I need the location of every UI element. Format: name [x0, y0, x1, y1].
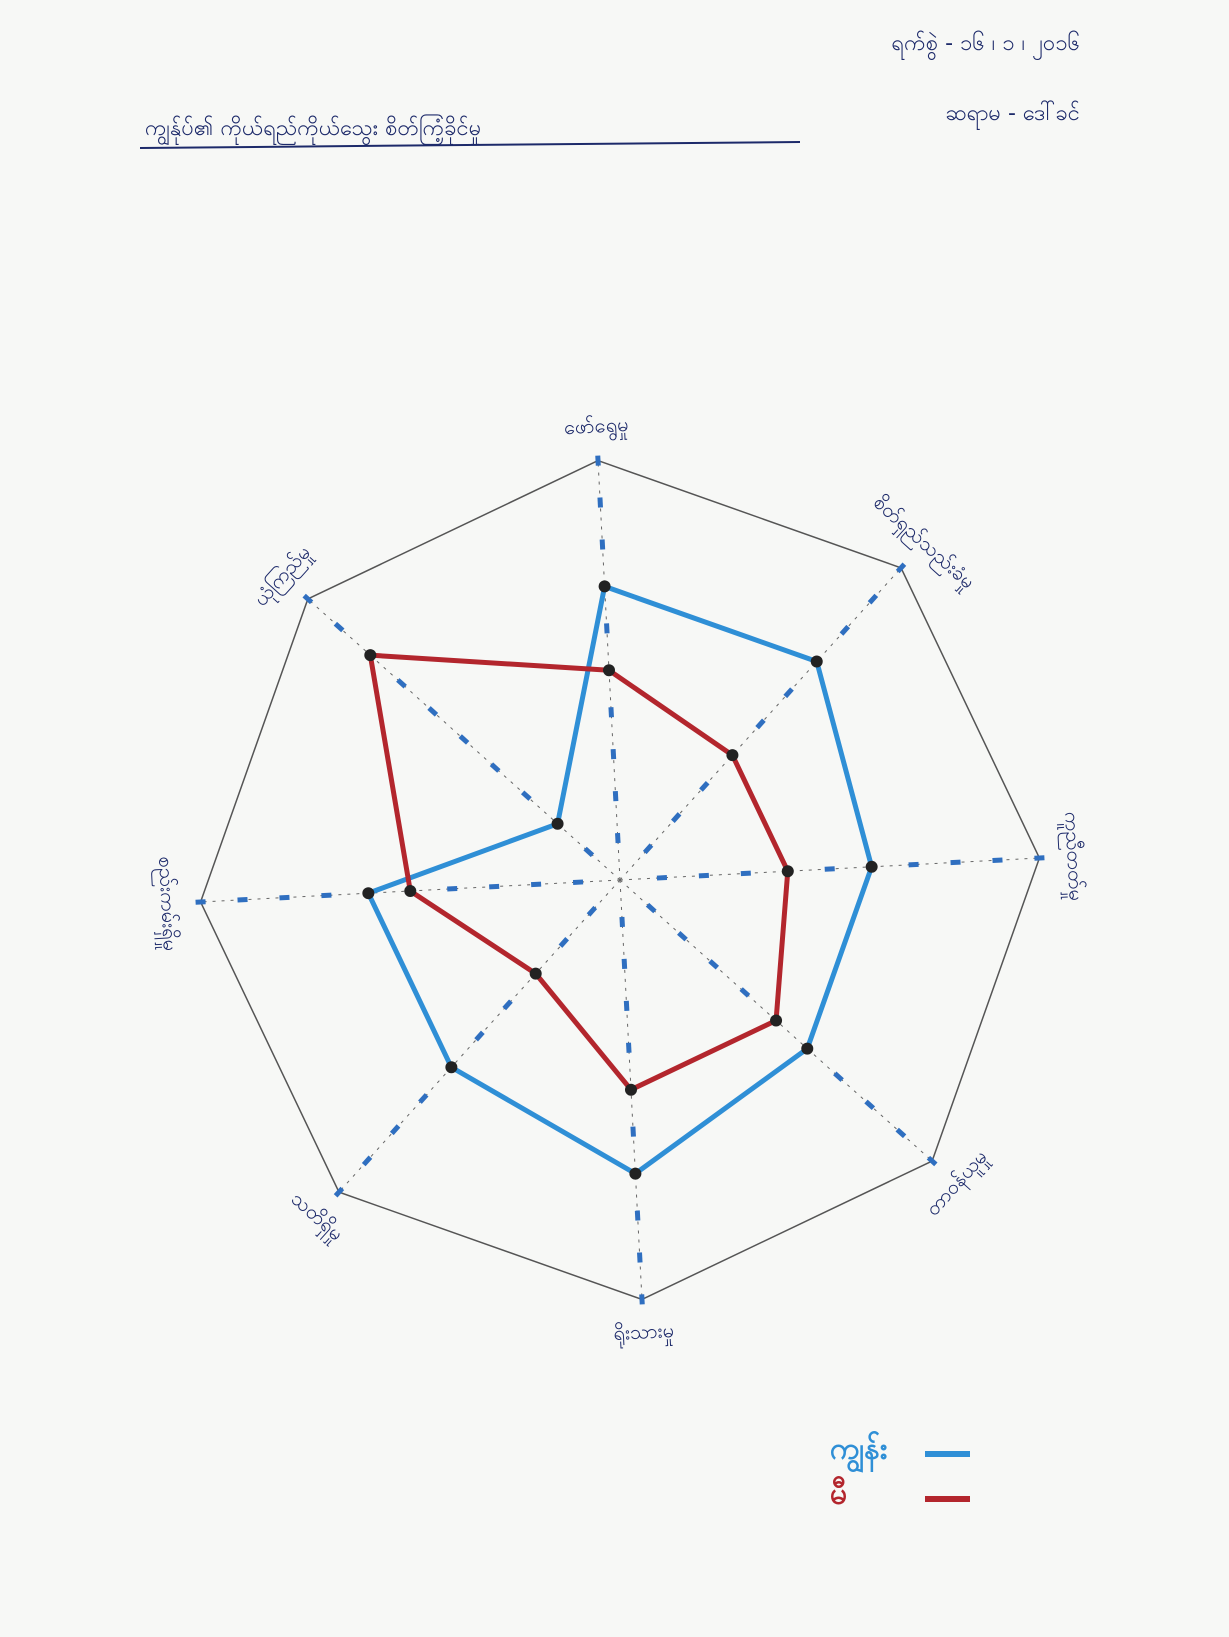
legend: ကျွန်းမီ [830, 1431, 970, 1512]
tick-mark [302, 593, 314, 605]
tick-mark [333, 1186, 345, 1198]
tick-mark [583, 846, 595, 858]
tick-mark [586, 905, 598, 917]
tick-mark [597, 497, 603, 508]
tick-mark [630, 1126, 636, 1137]
category-label: ရိုးသားမှု [613, 1318, 675, 1349]
tick-mark [520, 790, 532, 801]
vertex [551, 817, 564, 830]
vertex [529, 967, 542, 980]
vertex [364, 649, 377, 662]
tick-mark [839, 624, 851, 636]
tick-mark [621, 958, 628, 970]
tick-mark [626, 1042, 632, 1053]
category-label: ဖော်ရွေမှု [563, 412, 629, 443]
tick-mark [637, 1252, 643, 1263]
tick-mark [698, 872, 710, 879]
tick-mark [502, 999, 513, 1011]
legend-label: ကျွန်း [830, 1431, 887, 1475]
tick-mark [895, 1127, 907, 1139]
tick-mark [755, 718, 766, 730]
tick-mark [361, 1155, 373, 1167]
title-underline [139, 141, 801, 149]
tick-mark [195, 899, 206, 905]
tick-mark [926, 1155, 938, 1167]
tick-mark [604, 623, 610, 634]
vertex [865, 860, 878, 873]
tick-mark [279, 894, 290, 901]
tick-mark [1034, 855, 1045, 861]
tick-mark [833, 1071, 844, 1082]
tick-mark [396, 678, 407, 689]
tick-mark [950, 859, 961, 866]
tick-mark [864, 1099, 876, 1111]
tick-mark [458, 734, 470, 745]
category-label: ကူညီတတ်မှု [1056, 811, 1089, 902]
tick-mark [447, 886, 458, 892]
vertex [770, 1014, 783, 1027]
tick-mark [333, 621, 345, 633]
date: ရက်စွဲ - ၁၆ ၊ ၁ ၊ ၂၀၁၆ [892, 30, 1080, 61]
category-label: တာဝန်ယူမှု [920, 1145, 994, 1223]
tick-mark [474, 1030, 485, 1042]
teacher: ဆရာမ - ဒေါ်ခင် [945, 100, 1080, 130]
page-title: ကျွန်ုပ်၏ ကိုယ်ရည်ကိုယ်သွေး စိတ်ကြံ့ခိုင… [145, 114, 481, 146]
vertex [781, 865, 794, 878]
tick-mark [671, 812, 682, 823]
radar: ဖော်ရွေမှုစိတ်ရှည်သည်းခံမှုကူညီတတ်မှုတာဝ… [150, 412, 1089, 1349]
tick-mark [418, 1093, 429, 1104]
vertex [445, 1061, 458, 1074]
tick-mark [740, 870, 751, 877]
tick-mark [608, 707, 614, 718]
tick-mark [699, 780, 710, 792]
vertex [726, 749, 739, 762]
vertex [801, 1042, 814, 1055]
tick-mark [489, 762, 501, 773]
tick-mark [908, 861, 919, 868]
tick-mark [824, 866, 835, 872]
vertex [624, 1083, 637, 1096]
tick-mark [599, 539, 606, 550]
tick-mark [783, 687, 794, 699]
tick-mark [619, 916, 625, 928]
vertex [362, 887, 375, 900]
tick-mark [389, 1124, 401, 1136]
tick-mark [610, 749, 617, 760]
tick-mark [427, 706, 439, 717]
tick-mark [530, 881, 542, 888]
tick-mark [639, 1294, 645, 1305]
tick-mark [237, 897, 248, 903]
tick-mark [558, 937, 569, 948]
vertex [629, 1167, 642, 1180]
category-label: ယုံကြည်မှု [248, 540, 318, 613]
tick-mark [321, 892, 332, 899]
tick-mark [634, 1210, 641, 1221]
vertex [598, 580, 611, 593]
tick-mark [708, 959, 720, 970]
tick-mark [992, 857, 1003, 863]
tick-mark [739, 987, 751, 998]
vertex [810, 655, 823, 668]
category-label: စိတ်ရှည်သည်းခံမှု [866, 490, 980, 596]
tick-mark [615, 832, 621, 844]
tick-mark [623, 1000, 630, 1011]
tick-mark [645, 902, 657, 914]
category-label: စည်းကမ်းရှိမှု [150, 856, 183, 952]
tick-mark [489, 883, 500, 890]
tick-mark [867, 593, 879, 605]
tick-mark [656, 875, 668, 881]
tick-mark [572, 879, 584, 885]
vertex [404, 884, 417, 897]
tick-mark [595, 455, 601, 466]
tick-mark [677, 931, 688, 942]
tick-mark [642, 843, 654, 855]
tick-mark [612, 790, 619, 802]
tick-mark [895, 562, 907, 574]
vertex [603, 664, 616, 677]
legend-label: မီ [830, 1476, 847, 1512]
